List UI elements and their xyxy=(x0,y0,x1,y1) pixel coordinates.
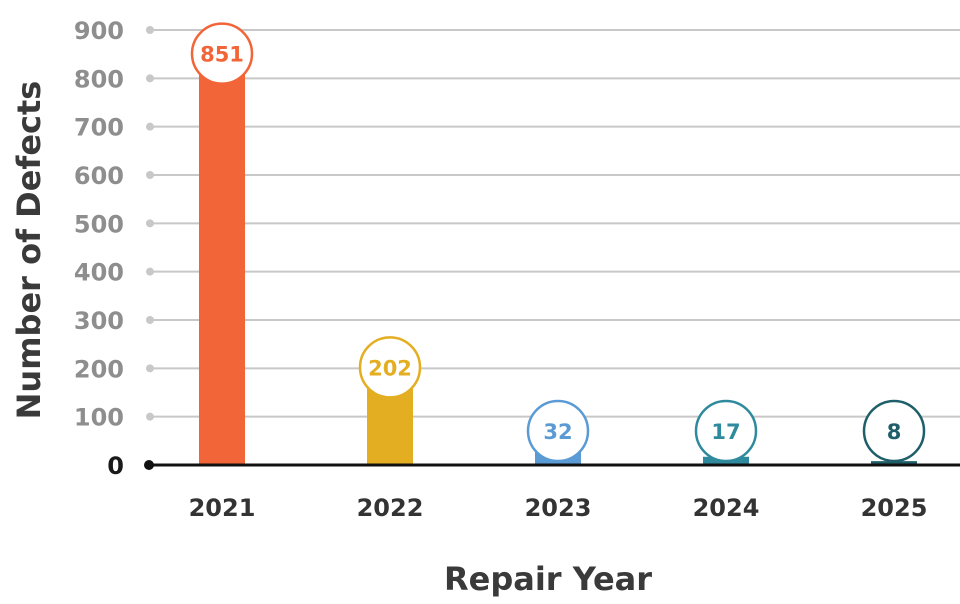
x-tick-label: 2023 xyxy=(525,494,592,522)
value-bubble xyxy=(190,22,254,85)
gridlines xyxy=(146,26,960,421)
value-bubble xyxy=(694,399,758,463)
data-labels: 851 202 32 17 8 xyxy=(190,22,926,463)
value-bubble xyxy=(358,336,422,399)
value-bubble xyxy=(862,399,926,463)
gridline-dot xyxy=(146,219,154,228)
gridline-dot xyxy=(146,122,154,131)
x-tick-label: 2021 xyxy=(189,494,256,522)
data-label: 17 xyxy=(711,420,740,444)
bar-2025 xyxy=(871,461,917,465)
value-bubble xyxy=(526,399,590,463)
data-label: 851 xyxy=(200,43,244,67)
gridline-dot xyxy=(146,316,154,324)
bar-2021 xyxy=(199,53,245,465)
gridline-dot xyxy=(146,267,154,276)
y-tick-label: 400 xyxy=(74,259,124,287)
gridline-dot xyxy=(146,412,154,421)
data-label: 202 xyxy=(368,356,412,380)
x-tick-label: 2025 xyxy=(861,494,928,522)
gridline-dot xyxy=(146,26,154,34)
y-tick-label: 0 xyxy=(107,452,124,480)
bars xyxy=(199,53,917,465)
x-tick-label: 2024 xyxy=(693,494,760,522)
gridline-dot xyxy=(146,364,154,373)
x-tick-label: 2022 xyxy=(357,494,424,522)
axis-origin-dot xyxy=(144,460,154,470)
y-tick-label: 500 xyxy=(74,210,124,238)
y-axis-title: Number of Defects xyxy=(10,81,48,420)
y-tick-label: 100 xyxy=(74,404,124,432)
x-axis-ticks: 2021 2022 2023 2024 2025 xyxy=(189,494,928,522)
y-tick-label: 600 xyxy=(74,162,124,190)
data-label: 32 xyxy=(543,420,572,444)
y-tick-label: 300 xyxy=(74,307,124,335)
x-axis-title: Repair Year xyxy=(444,560,652,598)
y-axis-ticks: 0 100 200 300 400 500 600 700 800 900 xyxy=(74,17,124,480)
data-label: 8 xyxy=(887,420,902,444)
y-tick-label: 900 xyxy=(74,17,124,45)
gridline-dot xyxy=(146,171,154,179)
gridline-dot xyxy=(146,74,154,83)
y-tick-label: 200 xyxy=(74,355,124,383)
y-tick-label: 700 xyxy=(74,114,124,142)
y-tick-label: 800 xyxy=(74,65,124,93)
